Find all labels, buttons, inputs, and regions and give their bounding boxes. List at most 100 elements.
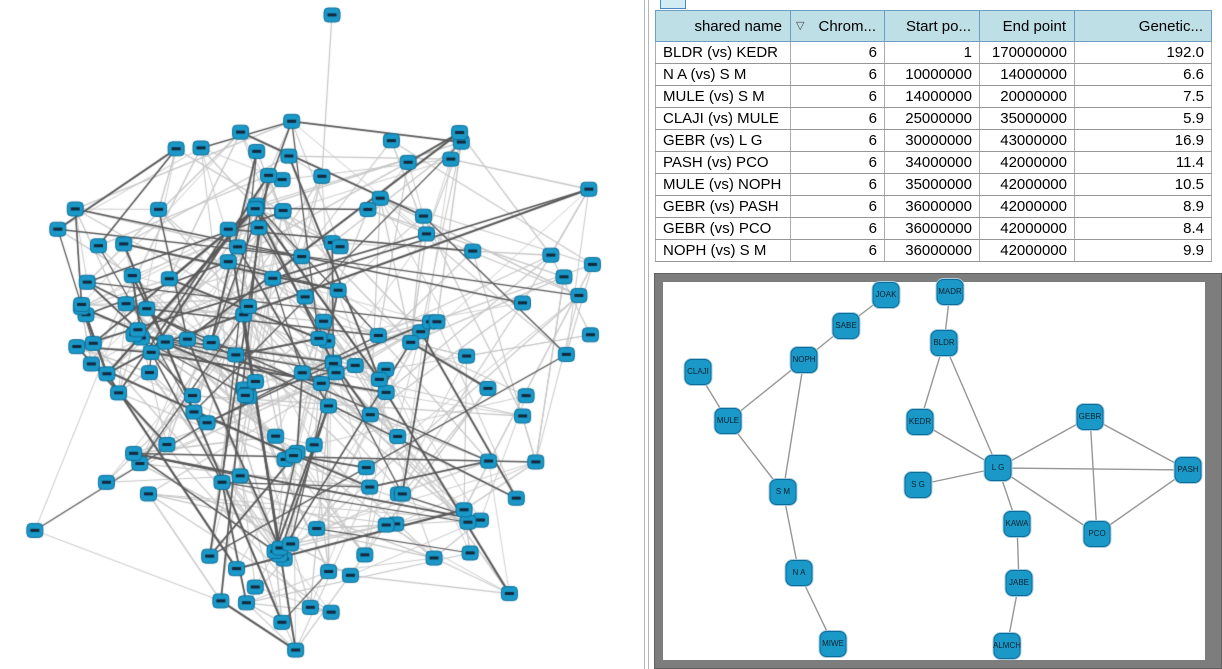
network-edge-GEBR-PCO[interactable] xyxy=(1089,416,1098,535)
table-row[interactable]: BLDR (vs) KEDR 6 1 170000000 192.0 xyxy=(655,41,1212,64)
network-edge-BLDR-KEDR[interactable] xyxy=(919,342,945,423)
network-edge-LG-GEBR[interactable] xyxy=(997,416,1091,469)
network-node-GEBR[interactable]: GEBR xyxy=(1076,404,1104,430)
table-row[interactable]: GEBR (vs) PCO 6 36000000 42000000 8.4 xyxy=(655,217,1212,240)
network-node-PASH[interactable]: PASH xyxy=(1174,457,1202,483)
cell[interactable]: 6 xyxy=(790,217,885,240)
network-node-NOPH[interactable]: NOPH xyxy=(790,347,818,373)
cell[interactable]: 192.0 xyxy=(1074,41,1212,64)
cell[interactable]: 8.9 xyxy=(1074,195,1212,218)
cell[interactable]: 6 xyxy=(790,173,885,196)
cell[interactable]: 10000000 xyxy=(884,63,980,86)
cell[interactable]: 42000000 xyxy=(979,239,1075,262)
cell[interactable]: NOPH (vs) S M xyxy=(655,239,791,262)
cell[interactable]: GEBR (vs) PCO xyxy=(655,217,791,240)
filter-icon[interactable]: ▽ xyxy=(796,19,805,32)
cell[interactable]: 8.4 xyxy=(1074,217,1212,240)
cell[interactable]: 9.9 xyxy=(1074,239,1212,262)
column-header-shared-name[interactable]: shared name xyxy=(655,10,791,42)
cell[interactable]: 30000000 xyxy=(884,129,980,152)
table-row[interactable]: MULE (vs) S M 6 14000000 20000000 7.5 xyxy=(655,85,1212,108)
network-node-KAWA[interactable]: KAWA xyxy=(1003,511,1031,537)
cell[interactable]: 42000000 xyxy=(979,173,1075,196)
cell[interactable]: 6 xyxy=(790,239,885,262)
dense-network-canvas[interactable] xyxy=(0,0,652,669)
cell[interactable]: 6 xyxy=(790,85,885,108)
cell[interactable]: 16.9 xyxy=(1074,129,1212,152)
cell[interactable]: 36000000 xyxy=(884,217,980,240)
column-header-genetic[interactable]: Genetic... xyxy=(1074,10,1212,42)
cell[interactable]: 36000000 xyxy=(884,195,980,218)
cell[interactable]: 10.5 xyxy=(1074,173,1212,196)
cell[interactable]: MULE (vs) S M xyxy=(655,85,791,108)
cell[interactable]: MULE (vs) NOPH xyxy=(655,173,791,196)
cell[interactable]: 6 xyxy=(790,41,885,64)
network-node-LG[interactable]: L G xyxy=(984,455,1012,481)
column-header-chrom[interactable]: ▽ Chrom... xyxy=(790,10,885,42)
table-row[interactable]: NOPH (vs) S M 6 36000000 42000000 9.9 xyxy=(655,239,1212,262)
network-node-MIWE[interactable]: MIWE xyxy=(819,631,847,657)
subnetwork-canvas[interactable]: JOAK MADR SABE BLDR NOPH CLAJI MULE KEDR GEBR L G… xyxy=(663,279,1205,660)
network-node-JABE[interactable]: JABE xyxy=(1005,570,1033,596)
table-row[interactable]: CLAJI (vs) MULE 6 25000000 35000000 5.9 xyxy=(655,107,1212,130)
table-row[interactable]: MULE (vs) NOPH 6 35000000 42000000 10.5 xyxy=(655,173,1212,196)
cell[interactable]: 170000000 xyxy=(979,41,1075,64)
network-node-SM[interactable]: S M xyxy=(769,479,797,505)
cell[interactable]: 6 xyxy=(790,63,885,86)
network-edge-GEBR-PASH[interactable] xyxy=(1089,416,1189,471)
node-label: S G xyxy=(911,480,925,489)
cell[interactable]: 42000000 xyxy=(979,217,1075,240)
cell[interactable]: 14000000 xyxy=(979,63,1075,86)
cell[interactable]: N A (vs) S M xyxy=(655,63,791,86)
cell[interactable]: 36000000 xyxy=(884,239,980,262)
cell[interactable]: 5.9 xyxy=(1074,107,1212,130)
cell[interactable]: 42000000 xyxy=(979,151,1075,174)
table-row[interactable]: GEBR (vs) L G 6 30000000 43000000 16.9 xyxy=(655,129,1212,152)
toolbar-tab-fragment[interactable] xyxy=(660,0,686,9)
column-header-label: Start po... xyxy=(905,17,971,35)
cell[interactable]: PASH (vs) PCO xyxy=(655,151,791,174)
network-node-MULE[interactable]: MULE xyxy=(714,408,742,434)
cell[interactable]: 25000000 xyxy=(884,107,980,130)
cell[interactable]: 35000000 xyxy=(979,107,1075,130)
network-node-SG[interactable]: S G xyxy=(904,472,932,498)
table-row[interactable]: N A (vs) S M 6 10000000 14000000 6.6 xyxy=(655,63,1212,86)
cell[interactable]: 6 xyxy=(790,129,885,152)
network-node-ALMCH[interactable]: ALMCH xyxy=(993,633,1021,659)
cell[interactable]: 34000000 xyxy=(884,151,980,174)
network-edge-LG-PCO[interactable] xyxy=(997,467,1098,535)
network-node-KEDR[interactable]: KEDR xyxy=(906,409,934,435)
cell[interactable]: 1 xyxy=(884,41,980,64)
network-edge-NOPH-SM[interactable] xyxy=(782,359,805,493)
column-header-start-po[interactable]: Start po... xyxy=(884,10,980,42)
network-node-JOAK[interactable]: JOAK xyxy=(872,282,900,308)
network-node-CLAJI[interactable]: CLAJI xyxy=(684,359,712,385)
cell[interactable]: 6.6 xyxy=(1074,63,1212,86)
network-node-MADR[interactable]: MADR xyxy=(936,279,964,305)
cell[interactable]: CLAJI (vs) MULE xyxy=(655,107,791,130)
cell[interactable]: 14000000 xyxy=(884,85,980,108)
network-edge-SM-NA[interactable] xyxy=(782,491,800,574)
table-row[interactable]: GEBR (vs) PASH 6 36000000 42000000 8.9 xyxy=(655,195,1212,218)
cell[interactable]: 35000000 xyxy=(884,173,980,196)
table-row[interactable]: PASH (vs) PCO 6 34000000 42000000 11.4 xyxy=(655,151,1212,174)
cell[interactable]: 6 xyxy=(790,107,885,130)
network-node-SABE[interactable]: SABE xyxy=(832,313,860,339)
network-edge-BLDR-LG[interactable] xyxy=(943,342,999,469)
cell[interactable]: 42000000 xyxy=(979,195,1075,218)
cell[interactable]: GEBR (vs) PASH xyxy=(655,195,791,218)
cell[interactable]: GEBR (vs) L G xyxy=(655,129,791,152)
column-header-end-point[interactable]: End point xyxy=(979,10,1075,42)
cell[interactable]: 7.5 xyxy=(1074,85,1212,108)
network-edge-PASH-PCO[interactable] xyxy=(1096,469,1189,535)
cell[interactable]: 6 xyxy=(790,151,885,174)
network-node-PCO[interactable]: PCO xyxy=(1083,521,1111,547)
cell[interactable]: 6 xyxy=(790,195,885,218)
network-node-NA[interactable]: N A xyxy=(785,560,813,586)
panel-divider[interactable] xyxy=(644,0,649,669)
cell[interactable]: 11.4 xyxy=(1074,151,1212,174)
cell[interactable]: BLDR (vs) KEDR xyxy=(655,41,791,64)
cell[interactable]: 20000000 xyxy=(979,85,1075,108)
cell[interactable]: 43000000 xyxy=(979,129,1075,152)
network-node-BLDR[interactable]: BLDR xyxy=(930,330,958,356)
